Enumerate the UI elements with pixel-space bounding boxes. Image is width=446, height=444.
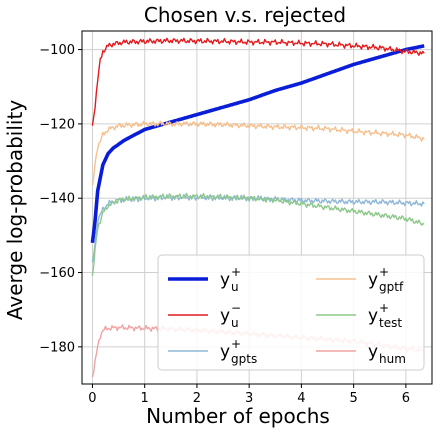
legend-label: y: [368, 270, 378, 290]
legend-label-sub: hum: [379, 352, 406, 366]
legend-label-sup: −: [231, 301, 241, 315]
legend-label-sub: test: [379, 316, 402, 330]
series-line-y-u-: [90, 44, 425, 244]
x-tick-label: 4: [297, 391, 305, 406]
y-tick-label: −120: [39, 117, 75, 132]
legend-label-sup: +: [231, 265, 241, 279]
grid: [82, 31, 432, 384]
y-tick-label: −100: [39, 43, 75, 58]
y-tick-label: −180: [39, 340, 75, 355]
series-line-y-u-: [91, 37, 425, 126]
x-tick-label: 3: [245, 391, 253, 406]
x-tick-label: 0: [88, 391, 96, 406]
series-line-y-gptf-: [91, 120, 425, 186]
series-line-y-test-: [91, 192, 425, 276]
y-axis-title: Averge log-probability: [3, 100, 27, 320]
plot-frame: [81, 30, 433, 385]
chart-title: Chosen v.s. rejected: [144, 3, 346, 27]
x-tick-label: 5: [350, 391, 358, 406]
legend-label-sub: gpts: [231, 352, 257, 366]
legend-label-sup: +: [231, 337, 241, 351]
legend-label: y: [368, 306, 378, 326]
legend-label: y: [368, 342, 378, 362]
legend-label: y: [220, 306, 230, 326]
y-tick-label: −140: [39, 192, 75, 207]
x-tick-label: 1: [141, 391, 149, 406]
y-tick-label: −160: [39, 266, 75, 281]
legend-label-sub: u: [231, 316, 239, 330]
legend-label-sub: u: [231, 280, 239, 294]
x-tick-label: 2: [193, 391, 201, 406]
legend-label-sup: +: [379, 301, 389, 315]
legend-label-sup: +: [379, 265, 389, 279]
legend-label: y: [220, 342, 230, 362]
series-line-y-gpts-: [91, 193, 425, 263]
legend-label: y: [220, 270, 230, 290]
legend-label-sub: gptf: [379, 280, 404, 294]
legend-box: [157, 254, 425, 371]
axis-ticks: 0 1 2 3 4 5 6 −100 −120 −140 −160 −180: [39, 43, 410, 406]
x-tick-label: 6: [402, 391, 410, 406]
x-axis-title: Number of epochs: [146, 404, 330, 428]
